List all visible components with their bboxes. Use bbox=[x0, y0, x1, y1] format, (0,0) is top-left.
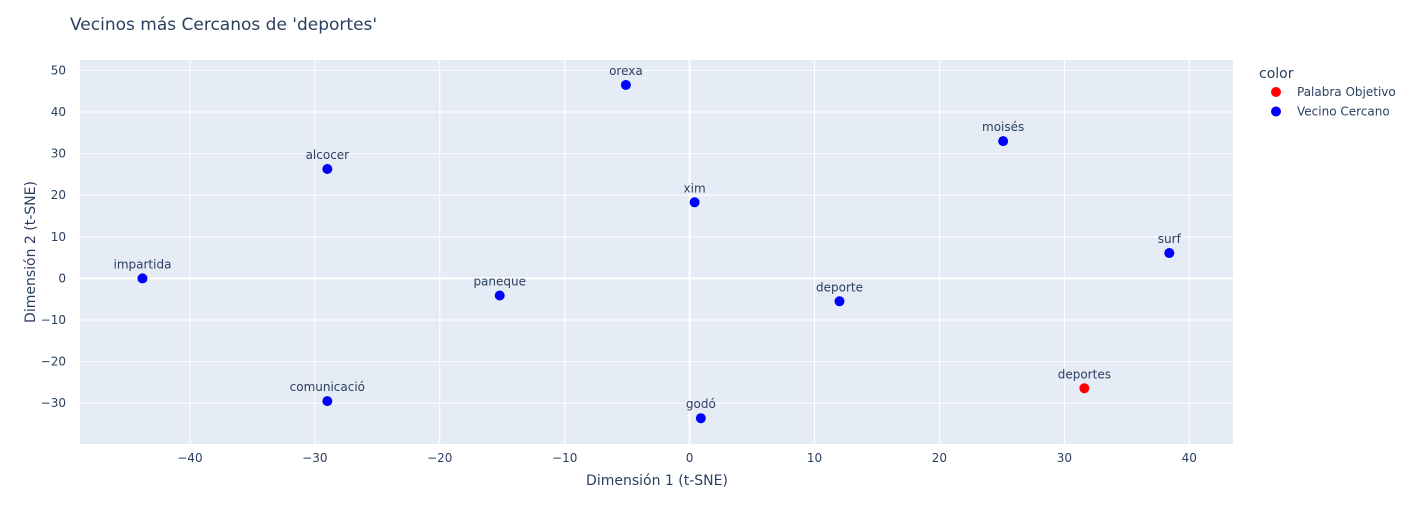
x-axis-title: Dimensión 1 (t-SNE) bbox=[586, 473, 728, 489]
legend-entry-label: Palabra Objetivo bbox=[1297, 85, 1396, 99]
legend-items: Palabra Objetivo Vecino Cercano bbox=[1271, 85, 1396, 119]
plot-area bbox=[80, 60, 1233, 444]
point-label: deportes bbox=[1058, 367, 1111, 381]
x-tick-label: −10 bbox=[552, 451, 577, 465]
point-label: godó bbox=[686, 397, 716, 411]
x-tick-label: 40 bbox=[1182, 451, 1197, 465]
data-points: deportes orexa moisés alcocer xim surf imparti… bbox=[113, 64, 1182, 424]
point-label: orexa bbox=[609, 64, 643, 78]
y-axis-title: Dimensión 2 (t-SNE) bbox=[23, 181, 39, 323]
y-tick-label: 30 bbox=[51, 147, 66, 161]
x-tick-label: −30 bbox=[302, 451, 327, 465]
point-label: moisés bbox=[982, 120, 1024, 134]
grid bbox=[80, 60, 1233, 444]
y-tick-label: 20 bbox=[51, 188, 66, 202]
point-label: comunicació bbox=[290, 380, 365, 394]
scatter-point bbox=[494, 290, 505, 301]
x-tick-label: 30 bbox=[1057, 451, 1072, 465]
y-tick-label: −10 bbox=[41, 313, 66, 327]
scatter-point bbox=[137, 273, 148, 284]
scatter-point bbox=[620, 79, 631, 90]
scatter-point bbox=[998, 136, 1009, 147]
scatter-point bbox=[834, 296, 845, 307]
legend-marker bbox=[1271, 87, 1281, 97]
y-tick-label: 10 bbox=[51, 230, 66, 244]
x-tick-label: 20 bbox=[932, 451, 947, 465]
legend-entry-label: Vecino Cercano bbox=[1297, 105, 1390, 119]
y-tick-label: 50 bbox=[51, 63, 66, 77]
scatter-point bbox=[695, 413, 706, 424]
point-label: impartida bbox=[113, 257, 171, 271]
legend-title: color bbox=[1259, 66, 1294, 82]
y-tick-label: 0 bbox=[58, 271, 66, 285]
x-tick-label: 10 bbox=[807, 451, 822, 465]
legend-marker bbox=[1271, 106, 1281, 117]
chart-title: Vecinos más Cercanos de 'deportes' bbox=[70, 15, 377, 35]
scatter-point bbox=[1079, 383, 1090, 394]
x-tick-label: −40 bbox=[177, 451, 202, 465]
y-tick-label: −30 bbox=[41, 396, 66, 410]
scatter-point bbox=[322, 396, 333, 407]
scatter-point bbox=[322, 164, 333, 175]
x-tick-label: −20 bbox=[427, 451, 452, 465]
legend: color Palabra Objetivo Vecino Cercano bbox=[1259, 66, 1396, 119]
point-label: xim bbox=[684, 181, 706, 195]
y-tick-label: 40 bbox=[51, 105, 66, 119]
point-label: alcocer bbox=[306, 148, 350, 162]
axis-ticks: −40 −30 −20 −10 0 10 20 30 40 −30 −20 −10 0 10 20 30 40 5… bbox=[41, 63, 1197, 465]
y-tick-label: −20 bbox=[41, 355, 66, 369]
scatter-point bbox=[1164, 248, 1175, 259]
scatter-point bbox=[689, 197, 700, 208]
point-label: deporte bbox=[816, 280, 863, 294]
point-label: paneque bbox=[473, 274, 526, 288]
x-tick-label: 0 bbox=[686, 451, 694, 465]
point-label: surf bbox=[1158, 232, 1182, 246]
